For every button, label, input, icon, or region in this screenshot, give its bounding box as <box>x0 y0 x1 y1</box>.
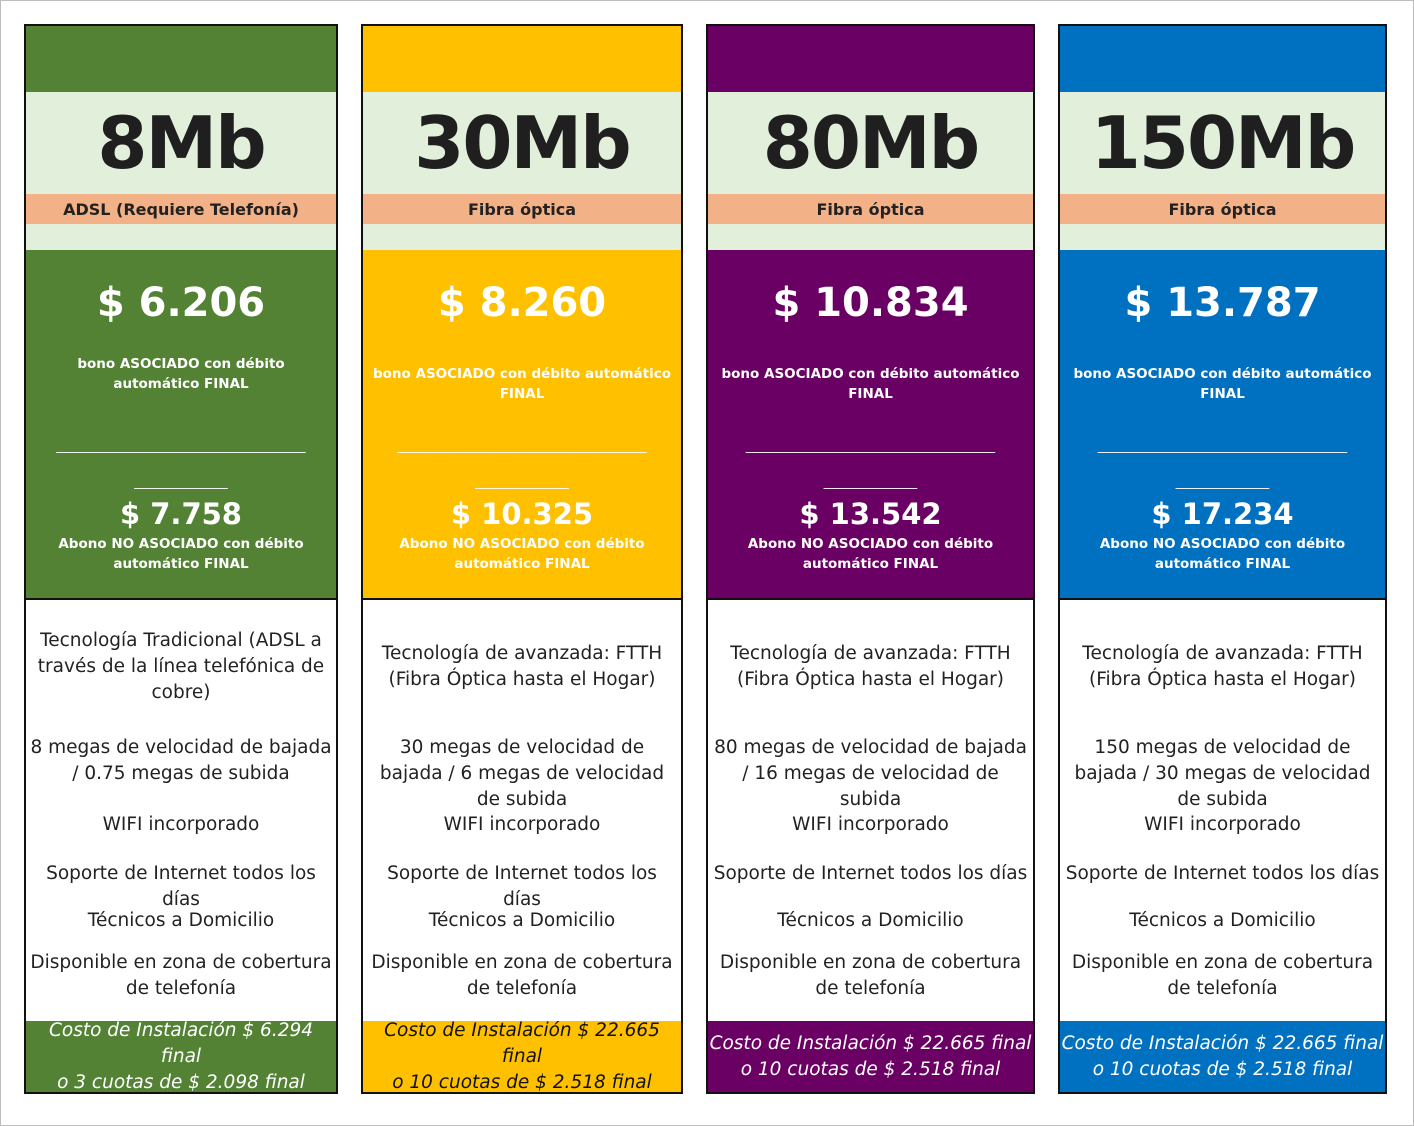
features-list: Tecnología de avanzada: FTTH (Fibra Ópti… <box>708 598 1033 1021</box>
price-associated: $ 6.206 <box>96 280 266 326</box>
separator-line: ________________________________ <box>1097 437 1348 453</box>
feature-speed: 8 megas de velocidad de bajada / 0.75 me… <box>30 737 332 784</box>
separator-line: ________________________________ <box>397 437 647 453</box>
speed-box: 30Mb <box>363 92 681 194</box>
feature-technology: Tecnología Tradicional (ADSL a través de… <box>37 630 325 703</box>
feature-wifi: WIFI incorporado <box>102 814 260 835</box>
plan-speed: 80Mb <box>762 101 980 185</box>
divider <box>26 224 336 250</box>
price-not-associated-label: Abono NO ASOCIADO con débito automático … <box>58 536 304 572</box>
feature-technology: Tecnología de avanzada: FTTH (Fibra Ópti… <box>381 643 663 690</box>
feature-speed: 30 megas de velocidad de bajada / 6 mega… <box>379 737 665 810</box>
features-list: Tecnología de avanzada: FTTH (Fibra Ópti… <box>1060 598 1385 1021</box>
feature-technology: Tecnología de avanzada: FTTH (Fibra Ópti… <box>730 643 1011 690</box>
price-not-associated: $ 7.758 <box>119 497 242 531</box>
price-not-associated: $ 10.325 <box>450 497 594 531</box>
installation-cost-line1: Costo de Instalación $ 22.665 final <box>1061 1032 1384 1054</box>
installation-cost-line2: o 10 cuotas de $ 2.518 final <box>740 1058 1001 1080</box>
divider <box>363 224 681 250</box>
plan-technology: Fibra óptica <box>1060 194 1385 224</box>
price-box: $ 10.834 bono ASOCIADO con débito automá… <box>708 250 1033 598</box>
installation-cost-line1: Costo de Instalación $ 22.665 final <box>384 1019 660 1067</box>
price-box: $ 8.260 bono ASOCIADO con débito automát… <box>363 250 681 598</box>
price-not-associated: $ 17.234 <box>1151 497 1294 531</box>
color-band <box>708 26 1033 92</box>
feature-support: Soporte de Internet todos los días <box>46 863 316 910</box>
separator-line-short: ____________ <box>1175 473 1270 489</box>
price-associated: $ 10.834 <box>772 280 969 326</box>
plan-speed: 30Mb <box>414 101 631 185</box>
installation-cost-line2: o 3 cuotas de $ 2.098 final <box>57 1071 305 1093</box>
plan-speed: 150Mb <box>1090 101 1356 185</box>
color-band <box>363 26 681 92</box>
feature-coverage: Disponible en zona de cobertura de telef… <box>371 952 673 999</box>
price-associated-label: bono ASOCIADO con débito automático FINA… <box>77 356 285 392</box>
price-not-associated-label: Abono NO ASOCIADO con débito automático … <box>1099 536 1346 572</box>
speed-box: 8Mb <box>26 92 336 194</box>
price-associated: $ 8.260 <box>437 280 607 326</box>
feature-wifi: WIFI incorporado <box>443 814 601 835</box>
feature-technicians: Técnicos a Domicilio <box>1129 910 1316 931</box>
price-associated-label: bono ASOCIADO con débito automático FINA… <box>1073 366 1372 402</box>
feature-speed: 80 megas de velocidad de bajada / 16 meg… <box>714 737 1027 810</box>
separator-line-short: ____________ <box>475 473 569 489</box>
feature-technicians: Técnicos a Domicilio <box>777 910 964 931</box>
price-not-associated-label: Abono NO ASOCIADO con débito automático … <box>747 536 994 572</box>
speed-box: 150Mb <box>1060 92 1385 194</box>
feature-technicians: Técnicos a Domicilio <box>428 910 616 931</box>
feature-support: Soporte de Internet todos los días <box>1065 863 1380 884</box>
feature-support: Soporte de Internet todos los días <box>387 863 657 910</box>
divider <box>1060 224 1385 250</box>
feature-wifi: WIFI incorporado <box>1144 814 1301 835</box>
plan-technology: ADSL (Requiere Telefonía) <box>26 194 336 224</box>
price-associated: $ 13.787 <box>1124 280 1321 326</box>
divider <box>708 224 1033 250</box>
price-not-associated-label: Abono NO ASOCIADO con débito automático … <box>399 536 645 572</box>
feature-technology: Tecnología de avanzada: FTTH (Fibra Ópti… <box>1082 643 1363 690</box>
features-list: Tecnología de avanzada: FTTH (Fibra Ópti… <box>363 598 681 1021</box>
color-band <box>26 26 336 92</box>
separator-line: ________________________________ <box>56 437 306 453</box>
installation-cost: Costo de Instalación $ 22.665 final o 10 … <box>1060 1021 1385 1092</box>
features-list: Tecnología Tradicional (ADSL a través de… <box>26 598 336 1021</box>
plan-card-30mb: 30Mb Fibra óptica $ 8.260 bono ASOCIADO … <box>361 24 683 1094</box>
price-associated-label: bono ASOCIADO con débito automático FINA… <box>721 366 1020 402</box>
installation-cost: Costo de Instalación $ 6.294 final o 3 cu… <box>26 1019 336 1093</box>
price-not-associated: $ 13.542 <box>799 497 942 531</box>
feature-coverage: Disponible en zona de cobertura de telef… <box>1071 952 1374 999</box>
speed-box: 80Mb <box>708 92 1033 194</box>
color-band <box>1060 26 1385 92</box>
price-box: $ 6.206 bono ASOCIADO con débito automát… <box>26 250 336 598</box>
plan-card-150mb: 150Mb Fibra óptica $ 13.787 bono ASOCIAD… <box>1058 24 1387 1094</box>
installation-cost-line1: Costo de Instalación $ 6.294 final <box>48 1019 314 1067</box>
installation-cost-line2: o 10 cuotas de $ 2.518 final <box>1092 1058 1353 1080</box>
installation-cost: Costo de Instalación $ 22.665 final o 10 … <box>363 1019 681 1093</box>
plan-speed: 8Mb <box>97 101 266 185</box>
price-box: $ 13.787 bono ASOCIADO con débito automá… <box>1060 250 1385 598</box>
separator-line-short: ____________ <box>134 473 228 489</box>
plan-technology: Fibra óptica <box>363 194 681 224</box>
installation-cost-line2: o 10 cuotas de $ 2.518 final <box>392 1071 652 1093</box>
price-associated-label: bono ASOCIADO con débito automático FINA… <box>372 366 672 402</box>
feature-coverage: Disponible en zona de cobertura de telef… <box>30 952 332 999</box>
separator-line: ________________________________ <box>745 437 996 453</box>
installation-cost-line1: Costo de Instalación $ 22.665 final <box>709 1032 1032 1054</box>
feature-technicians: Técnicos a Domicilio <box>87 910 275 931</box>
plan-card-8mb: 8Mb ADSL (Requiere Telefonía) $ 6.206 bo… <box>24 24 338 1094</box>
feature-support: Soporte de Internet todos los días <box>713 863 1028 884</box>
feature-wifi: WIFI incorporado <box>792 814 949 835</box>
plan-technology: Fibra óptica <box>708 194 1033 224</box>
installation-cost: Costo de Instalación $ 22.665 final o 10 … <box>708 1021 1033 1092</box>
separator-line-short: ____________ <box>823 473 918 489</box>
plan-card-80mb: 80Mb Fibra óptica $ 10.834 bono ASOCIADO… <box>706 24 1035 1094</box>
feature-speed: 150 megas de velocidad de bajada / 30 me… <box>1074 737 1371 810</box>
feature-coverage: Disponible en zona de cobertura de telef… <box>719 952 1022 999</box>
